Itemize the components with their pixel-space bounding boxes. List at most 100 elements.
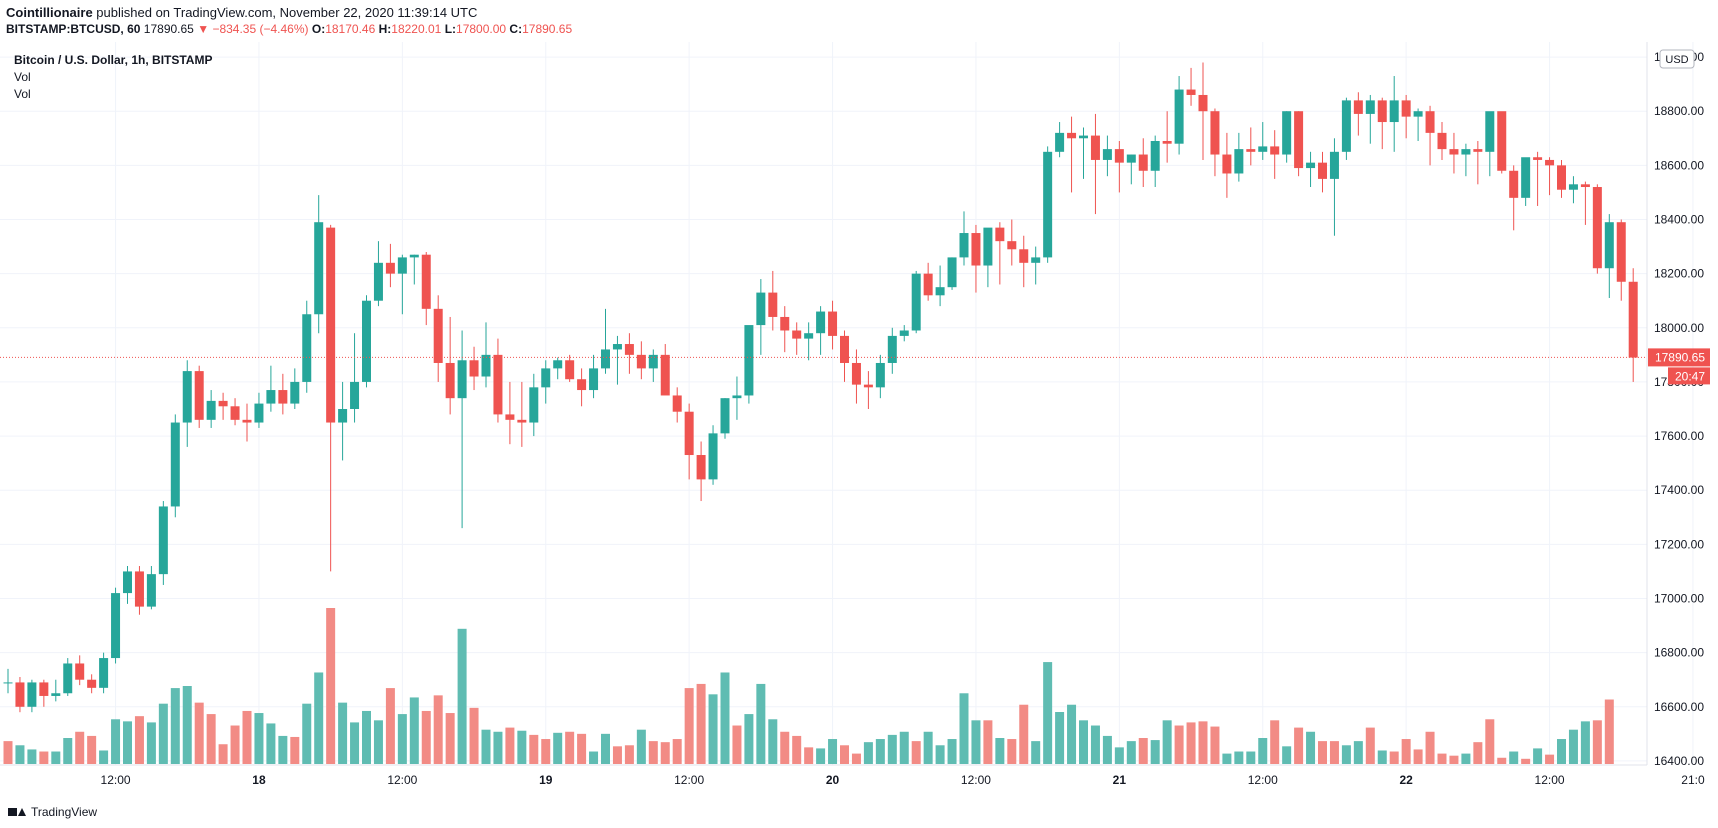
candle-body xyxy=(1341,100,1351,152)
candle-body xyxy=(1365,100,1375,114)
time-tick-label: 12:00 xyxy=(674,773,704,787)
volume-bar xyxy=(75,731,85,764)
volume-bar xyxy=(385,688,395,764)
candle-body xyxy=(1509,170,1519,198)
volume-bar xyxy=(1341,745,1351,764)
volume-bar xyxy=(373,720,383,764)
volume-bar xyxy=(493,731,503,764)
time-tick-label: 19 xyxy=(539,773,553,787)
candle-body xyxy=(696,455,706,480)
chart-grid xyxy=(0,42,1694,765)
candle-body xyxy=(350,381,360,409)
candle-body xyxy=(457,360,467,399)
volume-bar xyxy=(780,731,790,764)
volume-bar xyxy=(1389,751,1399,764)
volume-bar xyxy=(1568,729,1578,764)
currency-badge[interactable]: USD xyxy=(1659,49,1695,69)
candle-body xyxy=(39,682,49,696)
volume-bar xyxy=(959,693,969,764)
series-legend-title[interactable]: Bitcoin / U.S. Dollar, 1h, BITSTAMP xyxy=(14,53,213,67)
candle-body xyxy=(1353,100,1363,114)
symbol-label[interactable]: BITSTAMP:BTCUSD, 60 xyxy=(6,22,141,36)
candle-body xyxy=(170,422,180,507)
candle-body xyxy=(1533,157,1543,160)
candle-body xyxy=(971,233,981,266)
volume-bar xyxy=(1545,754,1555,764)
volume-bar xyxy=(1485,719,1495,764)
volume-bar xyxy=(1497,757,1507,764)
volume-bar xyxy=(290,736,300,764)
volume-bar xyxy=(1174,725,1184,764)
ohlc-line: BITSTAMP:BTCUSD, 60 17890.65 ▼ −834.35 (… xyxy=(6,22,572,36)
footer-brand[interactable]: TradingView xyxy=(8,805,97,819)
volume-bar xyxy=(1461,753,1471,764)
candle-body xyxy=(1162,140,1172,144)
candle-body xyxy=(1234,149,1244,174)
candle-body xyxy=(87,679,97,688)
candle-body xyxy=(1473,149,1483,152)
volume-legend-1[interactable]: Vol xyxy=(14,70,31,84)
candle-body xyxy=(851,362,861,385)
candle-body xyxy=(804,333,814,339)
candle-body xyxy=(1090,135,1100,160)
volume-bar xyxy=(1090,725,1100,764)
candle-body xyxy=(1126,154,1136,163)
volume-bar xyxy=(1473,742,1483,764)
open-value: 18170.46 xyxy=(325,22,376,36)
candle-body xyxy=(995,227,1005,242)
volume-bar xyxy=(111,719,121,764)
volume-bar xyxy=(1533,748,1543,764)
candle-body xyxy=(565,360,575,380)
countdown-tag: 20:47 xyxy=(1668,367,1710,385)
candle-body xyxy=(589,368,599,391)
candle-body xyxy=(99,658,109,688)
time-tick-label: 21:0 xyxy=(1681,773,1705,787)
candle-body xyxy=(15,682,25,707)
candle-body xyxy=(194,371,204,420)
volume-bar xyxy=(1509,751,1519,764)
candle-body xyxy=(1019,249,1029,263)
tradingview-logo-icon xyxy=(8,806,26,818)
candle-body xyxy=(1222,154,1232,174)
volume-bar xyxy=(1150,740,1160,764)
countdown-value: 20:47 xyxy=(1675,369,1705,383)
candle-body xyxy=(1568,184,1578,190)
candle-body xyxy=(792,330,802,339)
last-price-tag: 17890.65 xyxy=(1648,348,1710,367)
volume-bar xyxy=(696,683,706,764)
time-tick-label: 21 xyxy=(1113,773,1127,787)
candle-body xyxy=(27,682,37,707)
candle-body xyxy=(242,419,252,423)
candle-body xyxy=(708,433,718,480)
volume-bar xyxy=(732,725,742,764)
candle-body xyxy=(816,311,826,334)
volume-bar xyxy=(708,694,718,764)
publisher-name[interactable]: Cointillionaire xyxy=(6,5,93,20)
volume-bar xyxy=(1198,721,1208,764)
candle-body xyxy=(51,693,61,696)
published-text: published on TradingView.com, November 2… xyxy=(96,5,478,20)
candle-body xyxy=(660,354,670,396)
volume-bar xyxy=(182,686,192,764)
volume-bar xyxy=(816,748,826,764)
candle-body xyxy=(1198,94,1208,112)
volume-bar xyxy=(577,733,587,764)
candle-body xyxy=(768,292,778,317)
volume-legend-2[interactable]: Vol xyxy=(14,87,31,101)
candle-body xyxy=(1329,151,1339,179)
price-tick-label: 18000.00 xyxy=(1654,321,1704,335)
volume-bar xyxy=(350,722,360,764)
price-tick-label: 17400.00 xyxy=(1654,483,1704,497)
candle-body xyxy=(923,273,933,296)
candle-body xyxy=(218,400,228,407)
candle-body xyxy=(1318,162,1327,179)
volume-bar xyxy=(1079,720,1088,764)
volume-bar xyxy=(1580,721,1590,764)
candle-body xyxy=(1306,162,1316,169)
price-tick-label: 17000.00 xyxy=(1654,592,1704,606)
candle-body xyxy=(1545,159,1555,166)
volume-bar xyxy=(983,720,993,764)
volume-bar xyxy=(1246,751,1256,764)
volume-bar xyxy=(911,741,921,764)
